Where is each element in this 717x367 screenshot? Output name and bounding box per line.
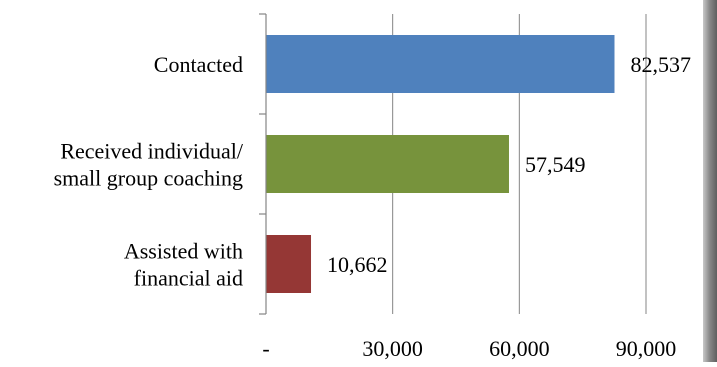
bar-1 [266,135,509,193]
labels: 82,537 Contacted 57,549 Received individual… [54,52,691,361]
axes [259,13,267,315]
category-label-2: Assisted with financial aid [124,239,243,291]
category-label-2-line-0: Assisted with [124,239,243,264]
x-tick-label-2: 60,000 [489,336,550,361]
category-label-0-line-0: Contacted [154,52,243,77]
value-label-2: 10,662 [327,252,388,277]
category-label-1: Received individual/small group coaching [54,139,244,191]
category-label-2-line-1: financial aid [134,266,243,291]
bar-0 [266,35,615,93]
bars [266,35,615,293]
category-label-0: Contacted [154,52,243,77]
x-tick-label-1: 30,000 [362,336,423,361]
value-label-0: 82,537 [630,52,691,77]
right-edge-shadow [703,0,717,362]
x-tick-label-0: - [262,336,269,361]
value-label-1: 57,549 [525,152,586,177]
bar-2 [266,235,312,293]
x-tick-label-3: 90,000 [616,336,677,361]
category-label-1-line-0: Received individual/ [60,139,244,164]
category-label-1-line-1: small group coaching [54,166,243,191]
